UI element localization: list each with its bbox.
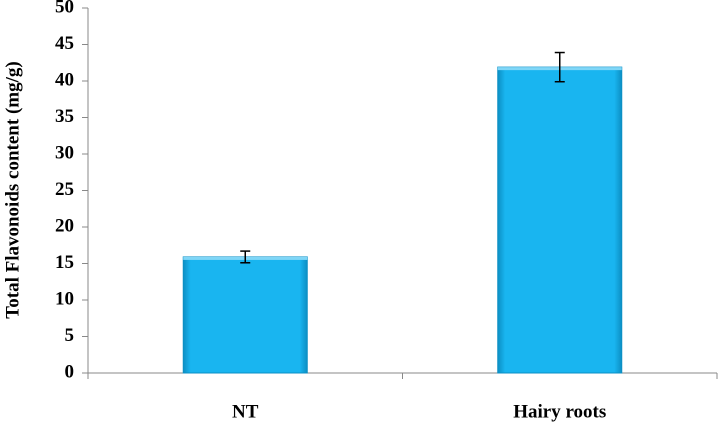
- y-tick-label: 45: [55, 33, 74, 54]
- x-tick-label: NT: [232, 401, 259, 422]
- y-tick-label: 0: [65, 361, 75, 382]
- y-tick-label: 35: [55, 106, 74, 127]
- y-tick-label: 10: [55, 288, 74, 309]
- y-tick-label: 50: [55, 0, 74, 17]
- y-tick-label: 5: [65, 325, 75, 346]
- bar: [497, 66, 623, 374]
- y-tick-label: 40: [55, 69, 74, 90]
- y-tick-label: 30: [55, 142, 74, 163]
- y-tick-label: 15: [55, 252, 74, 273]
- y-tick-label: 20: [55, 215, 74, 236]
- y-tick-label: 25: [55, 179, 74, 200]
- x-tick-label: Hairy roots: [513, 401, 606, 422]
- y-axis-title: Total Flavonoids content (mg/g): [2, 61, 23, 318]
- bar: [182, 256, 308, 374]
